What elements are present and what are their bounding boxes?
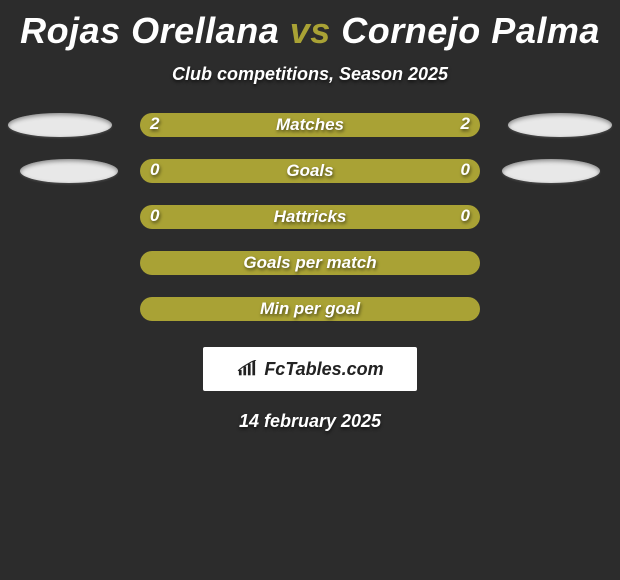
stat-label: Min per goal xyxy=(140,299,480,319)
stat-row: Min per goal xyxy=(0,297,620,321)
stat-row: 0 Goals 0 xyxy=(0,159,620,183)
page-title: Rojas Orellana vs Cornejo Palma xyxy=(0,0,620,52)
stat-bar: 0 Goals 0 xyxy=(140,159,480,183)
stat-bar: Goals per match xyxy=(140,251,480,275)
stat-row: 0 Hattricks 0 xyxy=(0,205,620,229)
player2-avatar-placeholder xyxy=(508,113,612,137)
stat-label: Hattricks xyxy=(140,207,480,227)
stat-bar: Min per goal xyxy=(140,297,480,321)
stat-value-right: 0 xyxy=(461,160,470,180)
player2-avatar-placeholder xyxy=(502,159,600,183)
source-logo: FcTables.com xyxy=(203,347,417,391)
stat-label: Goals per match xyxy=(140,253,480,273)
stat-bar: 2 Matches 2 xyxy=(140,113,480,137)
source-logo-text: FcTables.com xyxy=(264,359,383,380)
player1-avatar-placeholder xyxy=(8,113,112,137)
stat-bar: 0 Hattricks 0 xyxy=(140,205,480,229)
player1-avatar-placeholder xyxy=(20,159,118,183)
stat-row: 2 Matches 2 xyxy=(0,113,620,137)
stat-value-right: 2 xyxy=(461,114,470,134)
title-player2: Cornejo Palma xyxy=(341,10,600,51)
date-label: 14 february 2025 xyxy=(0,411,620,432)
title-vs: vs xyxy=(290,10,331,51)
subtitle: Club competitions, Season 2025 xyxy=(0,64,620,85)
stat-row: Goals per match xyxy=(0,251,620,275)
title-player1: Rojas Orellana xyxy=(20,10,279,51)
stat-rows: 2 Matches 2 0 Goals 0 0 Hattricks 0 Goal… xyxy=(0,113,620,321)
stat-label: Goals xyxy=(140,161,480,181)
stat-value-right: 0 xyxy=(461,206,470,226)
bar-chart-icon xyxy=(236,360,258,378)
stat-label: Matches xyxy=(140,115,480,135)
